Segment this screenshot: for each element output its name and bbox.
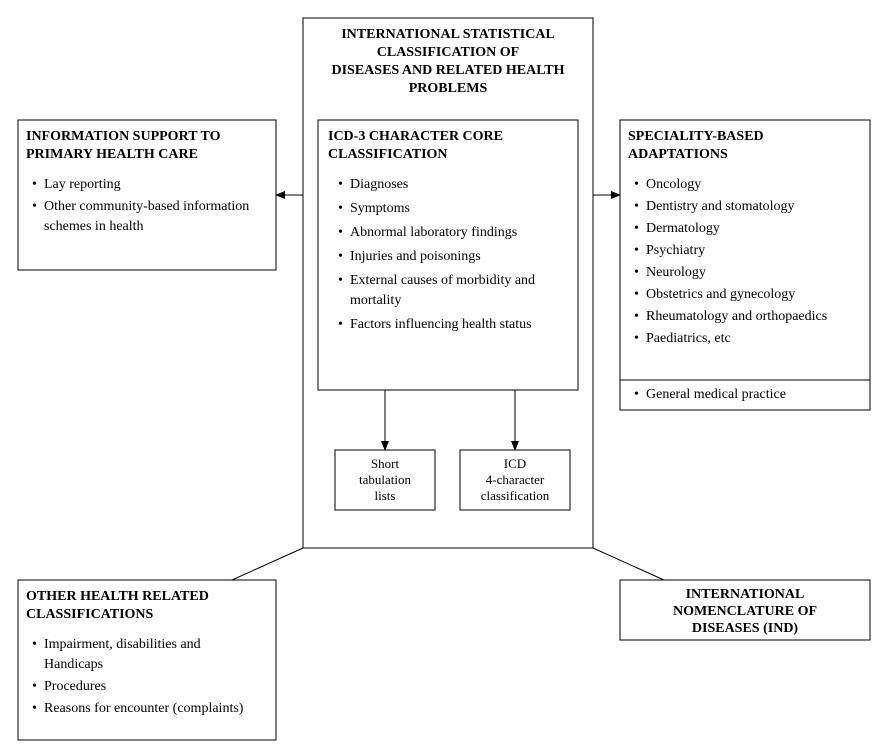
core-item-4-bullet: • — [338, 273, 343, 288]
right-item-2-bullet: • — [634, 221, 639, 236]
core-item-2-text: Abnormal laboratory findings — [350, 225, 517, 240]
core-item-1-bullet: • — [338, 201, 343, 216]
right-item-2-text: Dermatology — [646, 221, 720, 236]
bottom-left-item-2-bullet: • — [32, 701, 37, 716]
bottom-right-title: DISEASES (IND) — [692, 621, 799, 636]
right-extra-0-bullet: • — [634, 387, 639, 402]
bottom-left-item-0-text: Impairment, disabilities and — [44, 637, 201, 652]
core-item-5-text: Factors influencing health status — [350, 317, 532, 332]
right-item-3-bullet: • — [634, 243, 639, 258]
right-item-1-bullet: • — [634, 199, 639, 214]
bottom-right-title: NOMENCLATURE OF — [673, 604, 817, 619]
bottom-left-item-0-bullet: • — [32, 637, 37, 652]
left-item-1-text: Other community-based information — [44, 199, 249, 214]
right-item-5-text: Obstetrics and gynecology — [646, 287, 795, 302]
core-item-4-text: External causes of morbidity and — [350, 273, 535, 288]
right-item-3-text: Psychiatry — [646, 243, 705, 258]
core-item-3-text: Injuries and poisonings — [350, 249, 481, 264]
sub-box-left-text: Short — [371, 456, 400, 471]
core-item-3-bullet: • — [338, 249, 343, 264]
left-item-0-bullet: • — [32, 177, 37, 192]
left-item-1-bullet: • — [32, 199, 37, 214]
sub-box-left-text: tabulation — [359, 472, 411, 487]
core-item-0-bullet: • — [338, 177, 343, 192]
bottom-left-item-1-bullet: • — [32, 679, 37, 694]
right-box-title: ADAPTATIONS — [628, 147, 728, 162]
left-item-0-text: Lay reporting — [44, 177, 121, 192]
right-item-4-bullet: • — [634, 265, 639, 280]
left-item-1-text: schemes in health — [44, 219, 144, 234]
core-item-0-text: Diagnoses — [350, 177, 408, 192]
overall-title: PROBLEMS — [409, 81, 488, 96]
right-extra-0-text: General medical practice — [646, 387, 786, 402]
right-item-0-text: Oncology — [646, 177, 701, 192]
sub-box-right-text: ICD — [504, 456, 526, 471]
bottom-right-title: INTERNATIONAL — [686, 587, 805, 602]
right-item-7-text: Paediatrics, etc — [646, 331, 731, 346]
bottom-left-item-1-text: Procedures — [44, 679, 106, 694]
sub-box-left-text: lists — [375, 488, 396, 503]
core-item-5-bullet: • — [338, 317, 343, 332]
bottom-left-title: CLASSIFICATIONS — [26, 607, 154, 622]
core-item-4-text: mortality — [350, 293, 401, 308]
sub-box-right-text: classification — [481, 488, 550, 503]
right-item-6-text: Rheumatology and orthopaedics — [646, 309, 827, 324]
icd-flowchart: INTERNATIONAL STATISTICAL CLASSIFICATION … — [0, 0, 888, 753]
right-box-title: SPECIALITY-BASED — [628, 129, 764, 144]
bottom-left-title: OTHER HEALTH RELATED — [26, 589, 209, 604]
core-item-1-text: Symptoms — [350, 201, 410, 216]
right-item-6-bullet: • — [634, 309, 639, 324]
core-title: CLASSIFICATION — [328, 147, 448, 162]
right-item-4-text: Neurology — [646, 265, 706, 280]
right-item-5-bullet: • — [634, 287, 639, 302]
right-item-7-bullet: • — [634, 331, 639, 346]
overall-title: CLASSIFICATION OF — [377, 45, 520, 60]
bottom-left-item-0-text: Handicaps — [44, 657, 103, 672]
left-box-title: PRIMARY HEALTH CARE — [26, 147, 198, 162]
diag-line-1 — [593, 548, 664, 580]
diag-line-0 — [232, 548, 303, 580]
right-item-1-text: Dentistry and stomatology — [646, 199, 795, 214]
right-item-0-bullet: • — [634, 177, 639, 192]
bottom-left-item-2-text: Reasons for encounter (complaints) — [44, 701, 244, 716]
sub-box-right-text: 4-character — [486, 472, 545, 487]
overall-title: INTERNATIONAL STATISTICAL — [341, 27, 555, 42]
core-item-2-bullet: • — [338, 225, 343, 240]
left-box-title: INFORMATION SUPPORT TO — [26, 129, 221, 144]
core-title: ICD-3 CHARACTER CORE — [328, 129, 503, 144]
overall-title: DISEASES AND RELATED HEALTH — [331, 63, 564, 78]
